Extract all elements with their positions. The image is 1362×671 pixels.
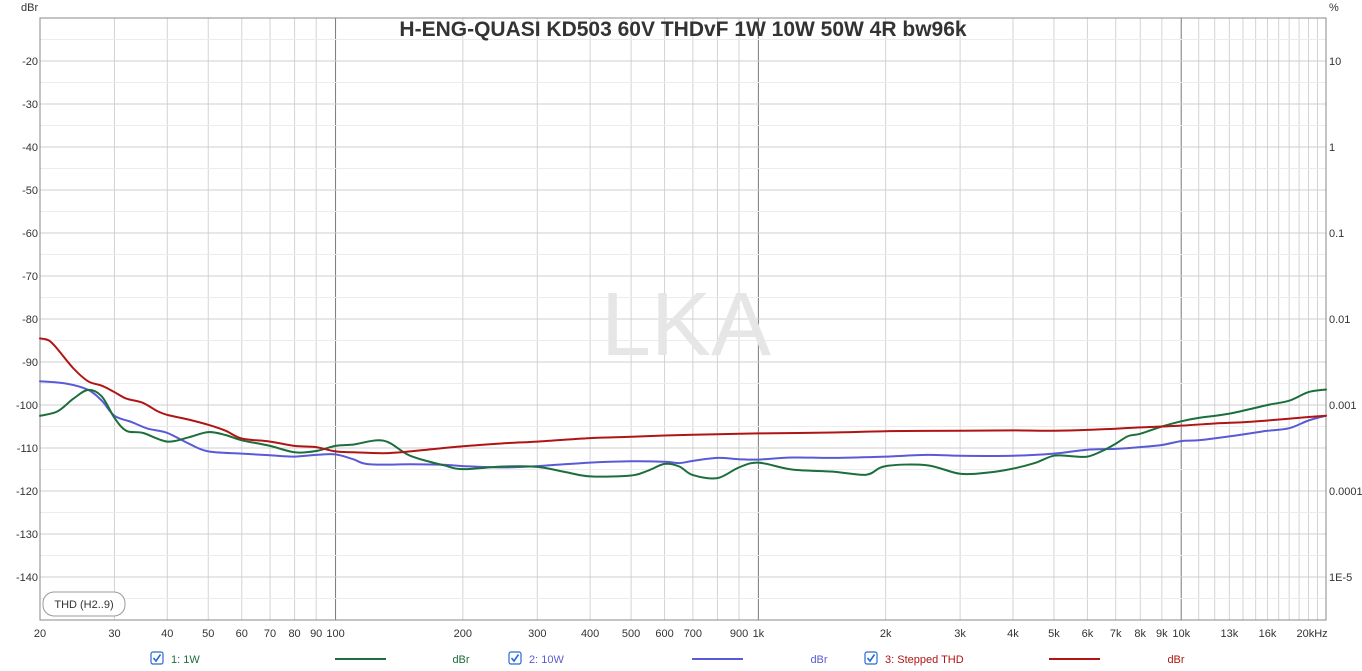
- watermark: LKA: [601, 275, 771, 375]
- legend-checkbox[interactable]: [150, 651, 164, 665]
- y-left-tick-label: -80: [22, 314, 38, 326]
- x-tick-label: 70: [264, 628, 276, 640]
- legend-unit: dBr: [1167, 654, 1184, 666]
- y-right-tick-label: 0.01: [1329, 314, 1350, 326]
- legend-item-3[interactable]: 3: Stepped THD dBr: [864, 651, 1185, 666]
- y-right-tick-label: 0.001: [1329, 400, 1357, 412]
- y-left-tick-label: -130: [16, 529, 38, 541]
- axis-ticks: -20 -30 -40 -50 -60 -70 -80 -90 -100 -110 -120 -130…: [16, 56, 1362, 640]
- legend-item-2[interactable]: 2: 10W dBr: [508, 651, 828, 666]
- series-line-3: [39, 337, 1327, 455]
- y-left-tick-label: -20: [22, 56, 38, 68]
- y-right-tick-label: 1E-5: [1329, 572, 1352, 584]
- chart-title: H-ENG-QUASI KD503 60V THDvF 1W 10W 50W 4…: [399, 18, 966, 41]
- legend-unit: dBr: [810, 654, 827, 666]
- x-tick-label: 7k: [1110, 628, 1122, 640]
- legend-checkbox[interactable]: [508, 651, 522, 665]
- thd-range-button[interactable]: THD (H2..9): [42, 591, 126, 617]
- series-line-1: [39, 388, 1327, 480]
- y-right-tick-label: 0.0001: [1329, 486, 1362, 498]
- x-tick-label: 500: [622, 628, 640, 640]
- x-tick-label: 3k: [954, 628, 966, 640]
- x-tick-label: 300: [528, 628, 546, 640]
- series-line-2: [39, 380, 1327, 469]
- y-left-tick-label: -100: [16, 400, 38, 412]
- check-icon: [866, 654, 876, 663]
- x-tick-label: 700: [684, 628, 702, 640]
- y-right-tick-label: 10: [1329, 56, 1341, 68]
- x-tick-label: 100: [326, 628, 344, 640]
- y-left-tick-label: -40: [22, 142, 38, 154]
- legend: 1: 1W dBr 2: 10W dBr 3: Stepped THD dBr: [150, 651, 1185, 666]
- y-left-tick-label: -120: [16, 486, 38, 498]
- x-tick-label: 10k: [1172, 628, 1190, 640]
- y-right-tick-label: 0.1: [1329, 228, 1344, 240]
- x-tick-label: 50: [202, 628, 214, 640]
- legend-series-name: 1: 1W: [171, 654, 200, 666]
- x-tick-label: 16k: [1259, 628, 1277, 640]
- legend-unit: dBr: [452, 654, 469, 666]
- x-tick-label: 9k: [1156, 628, 1168, 640]
- y-left-unit-label: dBr: [21, 2, 38, 14]
- check-icon: [152, 654, 162, 663]
- y-left-tick-label: -140: [16, 572, 38, 584]
- x-tick-label: 900: [730, 628, 748, 640]
- thd-range-label: THD (H2..9): [54, 599, 113, 611]
- y-left-tick-label: -60: [22, 228, 38, 240]
- x-tick-label: 30: [108, 628, 120, 640]
- series-lines: [39, 337, 1327, 480]
- x-tick-label: 2k: [880, 628, 892, 640]
- x-tick-label: 20: [34, 628, 46, 640]
- y-left-tick-label: -50: [22, 185, 38, 197]
- legend-item-1[interactable]: 1: 1W dBr: [150, 651, 470, 666]
- y-left-tick-label: -30: [22, 99, 38, 111]
- grid: [39, 17, 1326, 620]
- x-tick-label: 200: [454, 628, 472, 640]
- x-tick-label: 13k: [1221, 628, 1239, 640]
- legend-checkbox[interactable]: [864, 651, 878, 665]
- x-tick-label: 6k: [1082, 628, 1094, 640]
- y-right-unit-label: %: [1329, 2, 1339, 14]
- x-tick-label: 4k: [1007, 628, 1019, 640]
- x-tick-label: 90: [310, 628, 322, 640]
- y-left-tick-label: -70: [22, 271, 38, 283]
- x-tick-label: 80: [288, 628, 300, 640]
- x-tick-label: 400: [581, 628, 599, 640]
- x-tick-label: 8k: [1134, 628, 1146, 640]
- y-left-tick-label: -90: [22, 357, 38, 369]
- legend-series-name: 3: Stepped THD: [885, 654, 964, 666]
- y-left-tick-label: -110: [17, 443, 38, 455]
- plot-border: [39, 17, 1327, 621]
- x-tick-label: 20kHz: [1296, 628, 1327, 640]
- y-right-tick-label: 1: [1329, 142, 1335, 154]
- legend-series-name: 2: 10W: [529, 654, 564, 666]
- x-tick-label: 1k: [753, 628, 765, 640]
- x-tick-label: 5k: [1048, 628, 1060, 640]
- check-icon: [510, 654, 520, 663]
- x-tick-label: 60: [236, 628, 248, 640]
- x-tick-label: 600: [655, 628, 673, 640]
- x-tick-label: 40: [161, 628, 173, 640]
